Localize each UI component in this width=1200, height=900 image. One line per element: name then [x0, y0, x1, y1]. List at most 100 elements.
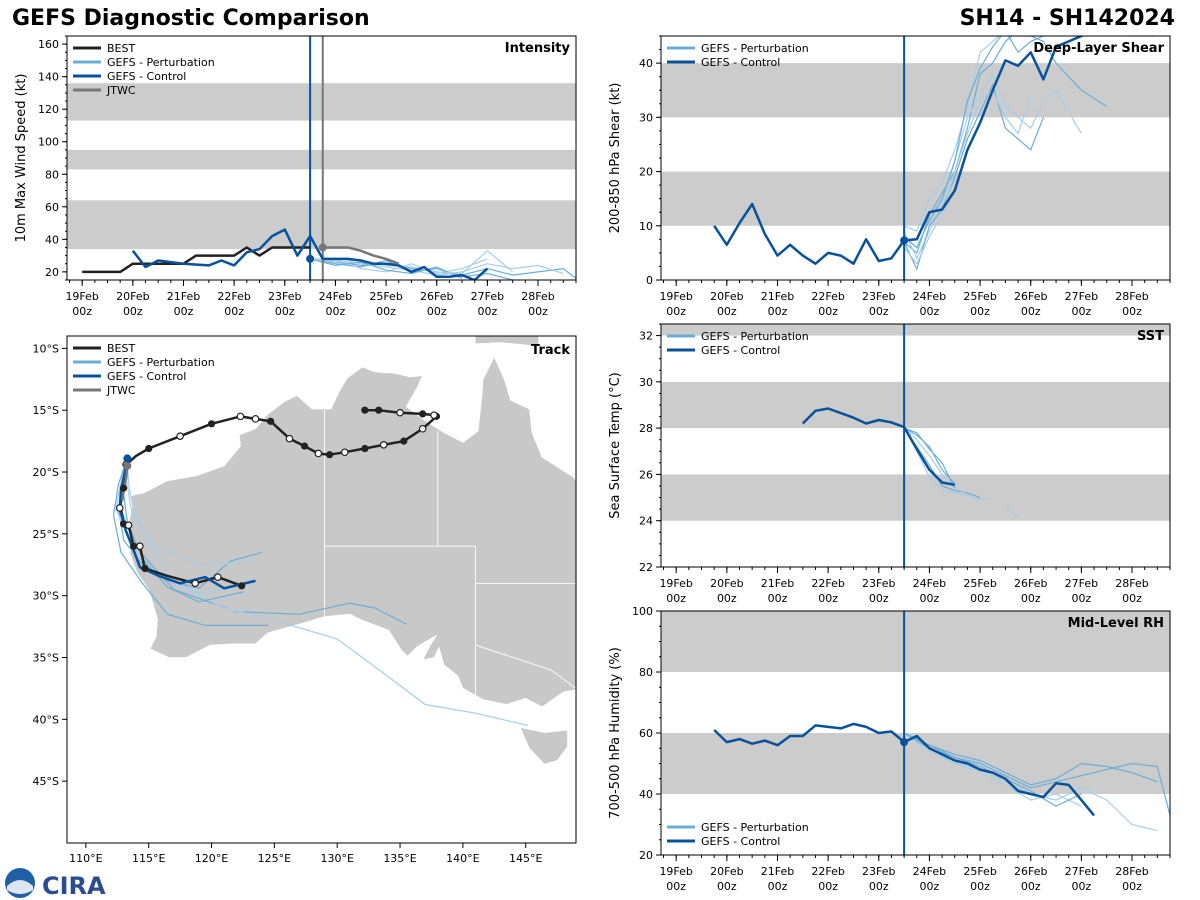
perturbation-line — [903, 89, 1032, 265]
x-tick-hour: 00z — [477, 305, 497, 318]
australia-landmass — [128, 356, 576, 708]
tasmania-landmass — [520, 728, 568, 764]
x-tick-hour: 00z — [72, 305, 92, 318]
best-track-point-open — [176, 432, 184, 440]
init-marker — [306, 254, 315, 263]
best-track-point-open — [285, 434, 294, 443]
best-track-point — [267, 417, 275, 425]
legend-label: GEFS - Control — [701, 344, 780, 357]
legend-label: GEFS - Perturbation — [107, 356, 215, 369]
x-tick-day: 19Feb — [659, 290, 692, 303]
best-line — [82, 246, 311, 274]
lon-tick-label: 115°E — [132, 852, 165, 865]
map-frame — [66, 335, 577, 844]
x-tick-hour: 00z — [869, 305, 889, 318]
y-axis-label: 10m Max Wind Speed (kt) — [14, 74, 29, 243]
x-tick-hour: 00z — [768, 592, 788, 605]
x-tick-day: 20Feb — [116, 290, 149, 303]
y-tick-label: 40 — [45, 233, 59, 246]
x-tick-day: 28Feb — [1115, 865, 1148, 878]
best-track-point — [361, 444, 369, 453]
plot-frame — [660, 323, 1171, 568]
x-tick-day: 24Feb — [913, 865, 946, 878]
control-track-start — [123, 454, 132, 463]
best-track-point-open — [191, 579, 199, 588]
x-tick-day: 25Feb — [963, 577, 996, 590]
x-tick-hour: 00z — [768, 880, 788, 893]
threshold-band — [661, 171, 1170, 226]
plot-area — [661, 324, 1170, 567]
best-track-point-open — [214, 573, 222, 581]
x-tick-hour: 00z — [1021, 305, 1041, 318]
init-marker — [900, 738, 909, 747]
best-track-point-open — [340, 448, 349, 457]
x-tick-day: 25Feb — [963, 865, 996, 878]
best-track-point — [300, 442, 309, 450]
x-tick-hour: 00z — [818, 305, 838, 318]
lat-tick-label: 30°S — [33, 590, 59, 603]
x-tick-hour: 00z — [427, 305, 447, 318]
jtwc-track-start — [123, 461, 132, 470]
y-axis-label: 200-850 hPa Shear (kt) — [608, 83, 623, 234]
best-track-point — [130, 542, 138, 550]
lat-tick-label: 20°S — [33, 466, 59, 479]
y-tick-label: 32 — [639, 330, 653, 343]
best-track-point — [361, 406, 369, 414]
x-tick-day: 21Feb — [167, 290, 200, 303]
x-tick-day: 25Feb — [963, 290, 996, 303]
y-axis-label: Sea Surface Temp (°C) — [608, 372, 623, 519]
x-tick-day: 22Feb — [217, 290, 250, 303]
x-tick-day: 22Feb — [811, 865, 844, 878]
page-title: GEFS Diagnostic Comparison — [12, 6, 370, 31]
x-tick-day: 22Feb — [811, 577, 844, 590]
x-tick-hour: 00z — [1021, 880, 1041, 893]
legend-label: GEFS - Control — [107, 370, 186, 383]
panel-title: Deep-Layer Shear — [1033, 41, 1164, 56]
best-track-point-open — [396, 408, 404, 417]
y-tick-label: 30 — [639, 376, 653, 389]
shear-panel: 0 10 20 30 40 19Feb 00z 20Feb 00z 21Feb 00z 22Feb 00… — [608, 35, 1171, 318]
control-line — [801, 407, 956, 487]
panel-title: Mid-Level RH — [1068, 616, 1164, 631]
x-tick-hour: 00z — [275, 305, 295, 318]
perturbation-line — [1005, 508, 1019, 517]
jtwc-line — [322, 246, 400, 265]
lon-tick-label: 125°E — [258, 852, 291, 865]
x-tick-day: 24Feb — [319, 290, 352, 303]
x-tick-hour: 00z — [666, 592, 686, 605]
y-tick-label: 10 — [639, 220, 653, 233]
best-track-point — [400, 437, 408, 445]
perturbation-line — [903, 427, 956, 489]
best-track-point-open — [251, 415, 260, 423]
x-tick-day: 26Feb — [1014, 577, 1047, 590]
legend-label: JTWC — [106, 384, 136, 397]
x-tick-hour: 00z — [1071, 592, 1091, 605]
threshold-band — [661, 63, 1170, 118]
storm-id: SH14 - SH142024 — [959, 6, 1175, 31]
x-tick-day: 23Feb — [862, 865, 895, 878]
x-tick-hour: 00z — [869, 880, 889, 893]
y-tick-label: 0 — [646, 274, 653, 287]
x-tick-day: 26Feb — [420, 290, 453, 303]
map-area — [67, 336, 576, 843]
x-tick-hour: 00z — [1021, 592, 1041, 605]
plot-area — [661, 611, 1170, 855]
y-tick-label: 20 — [639, 166, 653, 179]
x-tick-hour: 00z — [717, 592, 737, 605]
y-tick-label: 80 — [639, 666, 653, 679]
best-track-point — [419, 410, 427, 418]
panel-title: Intensity — [505, 41, 571, 56]
legend-label: GEFS - Control — [107, 70, 186, 83]
x-tick-hour: 00z — [920, 305, 940, 318]
best-track-point — [207, 420, 216, 428]
x-tick-hour: 00z — [1122, 880, 1142, 893]
intensity-panel: 20 40 60 80 100 120 140 160 19Feb 00z 20Feb 00z 21Fe… — [14, 35, 577, 318]
cira-logo-text: CIRA — [42, 872, 106, 900]
best-track-point — [238, 582, 246, 590]
x-tick-day: 20Feb — [710, 290, 743, 303]
lat-tick-label: 15°S — [33, 404, 59, 417]
legend-label: BEST — [107, 342, 135, 355]
x-tick-day: 27Feb — [471, 290, 504, 303]
x-tick-hour: 00z — [920, 880, 940, 893]
